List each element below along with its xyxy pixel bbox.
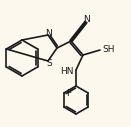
Text: S: S [46, 59, 52, 67]
Text: HN: HN [61, 67, 74, 75]
Text: SH: SH [102, 45, 114, 54]
Text: N: N [46, 29, 52, 38]
Text: N: N [84, 15, 90, 25]
Text: F: F [66, 89, 71, 98]
